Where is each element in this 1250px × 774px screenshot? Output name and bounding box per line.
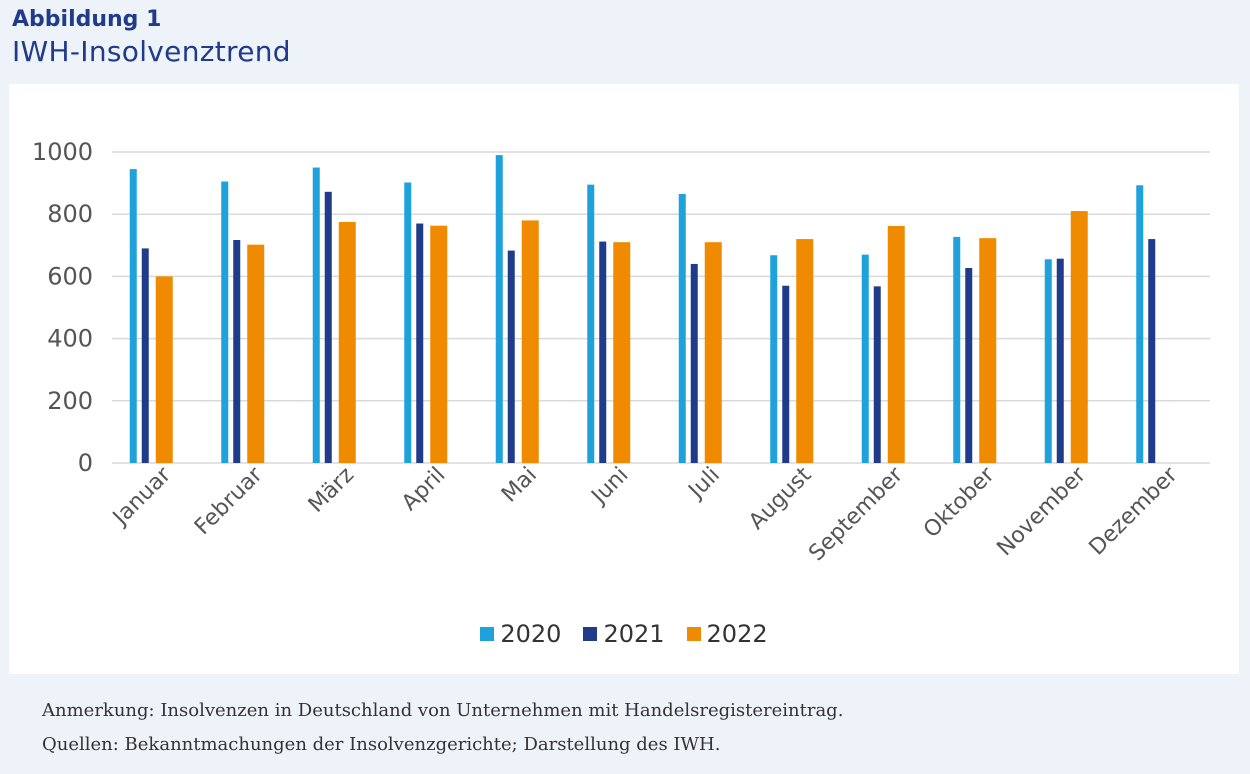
x-tick-label: September [804, 462, 908, 566]
bar-2022 [704, 242, 722, 463]
bar-2022 [155, 276, 173, 463]
x-tick-label: Juni [586, 463, 634, 511]
bar-2020 [221, 181, 229, 464]
bar-2022 [796, 239, 814, 463]
legend-label: 2021 [603, 620, 665, 648]
bar-2022 [521, 220, 539, 463]
legend-label: 2022 [706, 620, 768, 648]
x-tick-label: November [992, 462, 1091, 561]
bar-2022 [430, 225, 448, 463]
bar-2021 [141, 248, 149, 463]
bar-2022 [338, 221, 356, 463]
legend-item-2020: 2020 [480, 620, 561, 648]
bar-2021 [507, 250, 515, 463]
legend-swatch [480, 627, 495, 641]
x-tick-label: Dezember [1085, 462, 1184, 561]
chart-legend: 2020 2021 2022 [9, 620, 1239, 648]
x-tick-label: August [744, 462, 816, 534]
note-sources: Quellen: Bekanntmachungen der Insolvenzg… [42, 734, 721, 755]
bar-2021 [324, 191, 332, 464]
bar-2022 [979, 238, 997, 463]
y-tick-label: 400 [47, 325, 93, 353]
x-tick-label: Mai [497, 463, 542, 508]
legend-item-2022: 2022 [686, 620, 768, 648]
bar-2021 [690, 263, 698, 463]
x-tick-label: April [397, 463, 450, 516]
bar-2020 [770, 255, 778, 463]
legend-swatch [686, 627, 701, 641]
bar-2020 [587, 184, 595, 463]
bar-2022 [613, 242, 631, 463]
y-tick-label: 1000 [32, 138, 93, 166]
legend-label: 2020 [500, 620, 562, 648]
bar-2020 [495, 155, 503, 464]
y-tick-label: 800 [47, 200, 93, 228]
y-tick-label: 200 [47, 387, 93, 415]
bar-2020 [678, 193, 686, 464]
chart-panel: 0 200 400 600 800 1000 Januar Februar März April M… [9, 84, 1239, 674]
bar-2021 [965, 268, 973, 463]
legend-swatch [583, 627, 598, 641]
bar-2020 [861, 254, 869, 463]
figure-title: IWH-Insolvenztrend [12, 35, 291, 68]
bar-2020 [1044, 259, 1052, 463]
bar-2021 [782, 285, 790, 463]
y-tick-label: 600 [47, 262, 93, 290]
bar-2022 [887, 226, 905, 463]
bar-2020 [404, 182, 412, 463]
bar-2021 [1148, 239, 1156, 463]
bar-chart: 0 200 400 600 800 1000 Januar Februar März April M… [32, 138, 1210, 566]
bar-2021 [873, 286, 881, 463]
bar-2020 [953, 236, 961, 463]
legend-item-2021: 2021 [583, 620, 665, 648]
figure-label: Abbildung 1 [12, 7, 162, 32]
bar-2020 [312, 167, 320, 464]
x-tick-label: Januar [107, 462, 177, 532]
y-tick-label: 0 [78, 449, 93, 477]
bar-2020 [1136, 185, 1144, 463]
note-remark: Anmerkung: Insolvenzen in Deutschland vo… [42, 700, 844, 721]
bar-2021 [1056, 258, 1064, 463]
bar-2021 [416, 223, 424, 463]
x-tick-label: Februar [190, 462, 268, 540]
bar-2022 [1070, 211, 1088, 463]
figure-notes: Anmerkung: Insolvenzen in Deutschland vo… [42, 694, 843, 762]
x-tick-label: Juli [683, 463, 725, 505]
figure-header: Abbildung 1 IWH-Insolvenztrend [12, 6, 291, 70]
bar-2022 [247, 244, 265, 463]
bar-2021 [599, 241, 607, 463]
bar-2021 [233, 240, 241, 463]
x-tick-label: März [304, 463, 359, 518]
bar-2020 [129, 169, 137, 463]
x-tick-label: Oktober [919, 462, 1000, 543]
